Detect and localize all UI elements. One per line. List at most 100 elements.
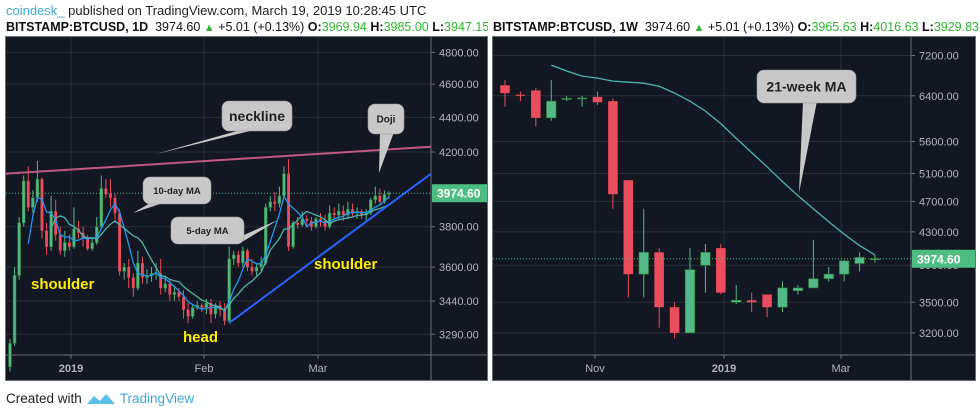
weekly-chart-panel[interactable]: 7200.00 6400.00 5600.00 5100.00 4700.00 4300.…: [492, 36, 976, 381]
right-open: 3965.63: [811, 20, 857, 34]
price-tick-label: 4800.00: [439, 47, 479, 59]
candle: [227, 246, 231, 324]
candle: [305, 215, 309, 227]
publish-text: published on TradingView.com, March 19, …: [64, 3, 427, 18]
open-label: O:: [797, 20, 812, 34]
low-label: L:: [922, 20, 934, 34]
candle: [531, 87, 541, 127]
candle: [746, 292, 757, 313]
candle: [186, 303, 190, 324]
left-shoulder-label: shoulder: [31, 276, 95, 293]
candle: [608, 98, 618, 209]
candle: [762, 294, 772, 318]
right-symbol: BITSTAMP:BTCUSD, 1W: [493, 20, 638, 34]
candle: [277, 186, 282, 208]
candle: [777, 281, 788, 313]
price-tick-label: 3500.00: [919, 297, 959, 309]
callout-text: neckline: [229, 108, 285, 124]
last-price-text: 3974.60: [917, 252, 961, 266]
candle: [287, 159, 290, 251]
candle: [63, 230, 67, 257]
ma-10-day-callout[interactable]: 10-day MA: [133, 176, 212, 213]
head-label: head: [183, 329, 218, 346]
candle: [72, 207, 76, 249]
right-high: 4016.63: [873, 20, 919, 34]
candle: [21, 175, 26, 227]
candle: [577, 95, 588, 107]
time-tick-label: Mar: [309, 363, 328, 375]
candle: [236, 250, 240, 268]
open-label: O:: [307, 20, 322, 34]
candle: [546, 80, 557, 121]
price-tick-label: 3600.00: [439, 262, 479, 274]
candle: [300, 211, 304, 227]
callout-text: 10-day MA: [153, 186, 201, 197]
right-last-price: 3974.60: [644, 20, 691, 34]
neckline-callout[interactable]: neckline: [156, 100, 293, 154]
ma-21-week-callout[interactable]: 21-week MA: [756, 69, 857, 193]
publish-line: coindesk_ published on TradingView.com, …: [6, 3, 426, 18]
right-symbol-header: BITSTAMP:BTCUSD, 1W 3974.60 ▲ +5.01 (+0.…: [493, 20, 980, 34]
price-tick-label: 3440.00: [439, 296, 479, 308]
doji-callout[interactable]: Doji: [367, 103, 405, 173]
candle: [808, 239, 819, 289]
candle: [104, 179, 108, 198]
time-tick-label: Mar: [832, 363, 851, 375]
last-price-text: 3974.60: [437, 187, 481, 201]
callout-text: Doji: [377, 115, 396, 126]
daily-chart-canvas[interactable]: 4800.00 4600.00 4400.00 4200.00 3800.00 3600.…: [6, 37, 488, 381]
candle: [172, 285, 177, 302]
candle: [118, 209, 122, 276]
trendline-line[interactable]: [228, 172, 432, 324]
price-tick-label: 4600.00: [439, 79, 479, 91]
daily-chart-panel[interactable]: 4800.00 4600.00 4400.00 4200.00 3800.00 3600.…: [5, 36, 488, 381]
candle: [515, 91, 526, 102]
ma-21-week-line: [551, 64, 876, 256]
candle: [232, 250, 236, 266]
high-label: H:: [370, 20, 384, 34]
candle: [684, 248, 696, 334]
price-tick-label: 4300.00: [919, 227, 959, 239]
tradingview-link[interactable]: TradingView: [119, 391, 195, 406]
candle: [654, 248, 664, 328]
price-tick-label: 3200.00: [919, 328, 959, 340]
candle: [209, 298, 213, 324]
candle: [839, 260, 850, 282]
price-tick-label: 7200.00: [919, 50, 959, 62]
candle: [17, 216, 21, 280]
chart-background: [493, 37, 975, 380]
left-change: +5.01 (+0.13%): [218, 20, 305, 34]
candle: [854, 252, 865, 272]
candle: [309, 216, 313, 231]
candle: [792, 285, 803, 295]
left-symbol: BITSTAMP:BTCUSD, 1D: [6, 20, 149, 34]
weekly-chart-canvas[interactable]: 7200.00 6400.00 5600.00 5100.00 4700.00 4300.…: [493, 37, 976, 381]
candle: [190, 305, 195, 319]
last-price-label: [912, 249, 975, 268]
candle: [31, 190, 35, 214]
low-label: L:: [432, 20, 445, 34]
candle: [109, 179, 112, 208]
left-low: 3947.15: [444, 20, 488, 34]
candle: [314, 216, 318, 229]
right-shoulder-label: shoulder: [314, 256, 378, 273]
candle: [337, 203, 341, 219]
author-link[interactable]: coindesk_: [6, 3, 65, 18]
neckline-line[interactable]: [6, 145, 432, 175]
left-symbol-header: BITSTAMP:BTCUSD, 1D 3974.60 ▲ +5.01 (+0.…: [6, 20, 488, 34]
candle: [291, 220, 295, 249]
price-tick-label: 5100.00: [919, 168, 959, 180]
left-high: 3985.00: [383, 20, 429, 34]
ma-5-day-line: [27, 194, 390, 312]
candle: [332, 207, 336, 219]
candle: [58, 226, 62, 255]
up-arrow-icon: ▲: [203, 22, 215, 34]
candle: [113, 194, 117, 223]
candle: [268, 195, 272, 212]
up-arrow-icon: ▲: [693, 22, 705, 34]
ma-5-day-callout[interactable]: 5-day MA: [170, 216, 278, 245]
candle: [731, 285, 742, 305]
right-change: +5.01 (+0.13%): [707, 20, 795, 34]
candle: [716, 243, 726, 295]
candle: [99, 175, 104, 229]
